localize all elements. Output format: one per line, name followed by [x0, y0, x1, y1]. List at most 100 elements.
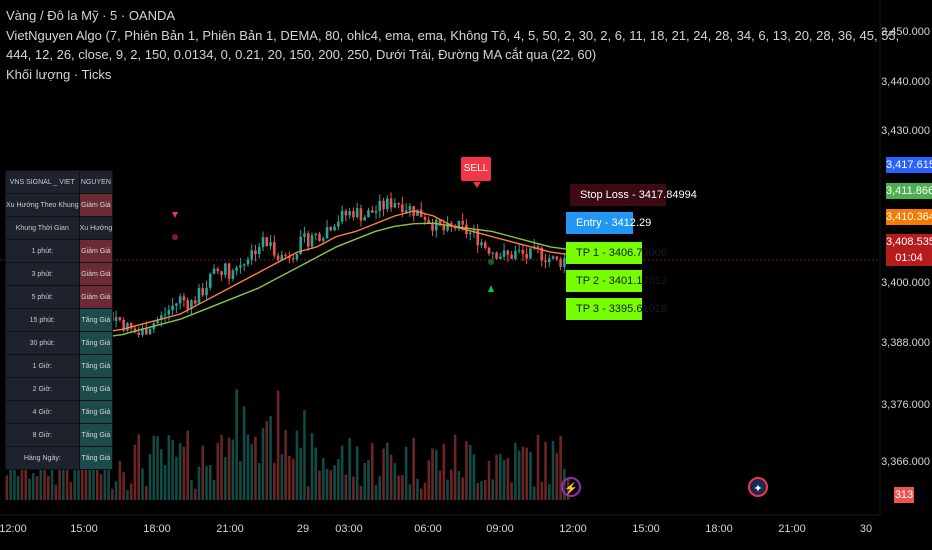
candle-body [284, 254, 287, 256]
volume-bar [186, 430, 189, 500]
signal-table-row: 3 phút: Giảm Giá [5, 262, 114, 286]
volume-bar [333, 465, 336, 500]
candle-body [254, 250, 257, 255]
candle-body [495, 252, 498, 259]
volume-bar [435, 450, 438, 500]
volume-badge: 313 [894, 487, 914, 503]
volume-bar [141, 468, 144, 500]
signal-timeframe: Xu Hướng Theo Khung [5, 193, 80, 217]
candle-body [401, 204, 404, 213]
candle-body [126, 323, 129, 331]
last-price-badge: 3,408.535 [886, 234, 932, 250]
volume-bar [250, 444, 253, 500]
volume-bar [133, 444, 137, 500]
candle-body [359, 208, 363, 221]
candle-body [231, 270, 235, 279]
volume-bar [431, 448, 434, 500]
candle-body [137, 332, 140, 335]
entry-label: Entry - 3412.29 [566, 212, 651, 234]
volume-bar [465, 441, 468, 500]
candle-body [239, 265, 242, 268]
candle-body [404, 210, 408, 213]
sell-marker-pointer [473, 182, 481, 188]
volume-bar [88, 468, 92, 500]
volume-bar [480, 481, 483, 500]
volume-bar [114, 481, 118, 500]
candle-body [333, 226, 336, 231]
candle-body [491, 252, 495, 254]
volume-bar [284, 430, 287, 500]
candle-body [514, 250, 517, 259]
legend-symbol[interactable]: Vàng / Đô la Mỹ · 5 · OANDA [6, 8, 176, 23]
volume-bar [499, 453, 502, 500]
candle-body [457, 220, 461, 229]
volume-bar [325, 468, 329, 500]
us-flag-icon[interactable]: ✦ [748, 477, 768, 497]
time-tick: 12:00 [559, 523, 587, 535]
volume-bar [152, 435, 156, 500]
volume-bar [39, 443, 43, 500]
candle-body [310, 235, 314, 247]
volume-bar [193, 488, 197, 500]
candle-body [370, 210, 374, 213]
volume-bar [540, 481, 544, 500]
candle-body [374, 211, 378, 213]
time-tick: 12:00 [0, 523, 27, 535]
signal-trend: Tăng Giá [78, 423, 114, 447]
volume-bar [273, 462, 276, 500]
candle-body [190, 300, 193, 310]
volume-bar [310, 433, 314, 500]
volume-bar [269, 416, 272, 500]
candle-body [540, 247, 544, 261]
candle-body [450, 223, 453, 226]
candle-body [521, 249, 525, 254]
candle-body [175, 303, 178, 306]
volume-bar [559, 435, 562, 500]
candle-body [506, 250, 510, 255]
volume-bar [363, 462, 366, 500]
candle-body [118, 317, 122, 321]
volume-bar [227, 437, 231, 500]
volume-bar [487, 460, 491, 500]
signal-table-row: 1 Giờ: Tăng Giá [5, 354, 114, 378]
volume-bar [427, 460, 431, 500]
legend-indicator[interactable]: VietNguyen Algo (7, Phiên Bản 1, Phiên B… [6, 27, 900, 63]
volume-bar [265, 421, 269, 500]
volume-bar [239, 460, 242, 500]
legend-volume[interactable]: Khối lượng · Ticks [6, 66, 112, 82]
signal-trend: Tăng Giá [78, 400, 114, 424]
candle-body [224, 263, 227, 276]
time-tick: 03:00 [335, 523, 363, 535]
chart-legend: Vàng / Đô la Mỹ · 5 · OANDA VietNguyen A… [6, 6, 906, 84]
candle-body [156, 319, 159, 324]
candle-body [487, 247, 491, 254]
volume-bar [397, 475, 400, 500]
volume-bar [303, 410, 306, 500]
time-tick: 18:00 [705, 523, 733, 535]
volume-bar [521, 446, 525, 500]
candle-body [480, 242, 483, 246]
signal-trend: Tăng Giá [78, 354, 114, 378]
price-tick: 3,400.000 [881, 277, 930, 289]
candle-body [235, 267, 238, 271]
volume-bar [340, 445, 344, 500]
volume-bar [163, 465, 167, 500]
volume-bar [461, 477, 464, 500]
signal-trend: Xu Hướng [78, 216, 114, 240]
signal-trend: Giảm Giá [78, 285, 114, 309]
volume-bar [99, 474, 103, 500]
candle-body [205, 287, 208, 296]
candle-body [502, 250, 506, 257]
volume-bar [107, 440, 110, 500]
volume-bar [254, 436, 257, 500]
candle-body [544, 260, 547, 263]
lightning-icon[interactable]: ⚡ [561, 477, 581, 497]
volume-bar [299, 447, 302, 500]
volume-bar [468, 444, 472, 500]
volume-bar [355, 446, 359, 500]
candle-body [348, 211, 351, 216]
signal-trend: Giảm Giá [78, 239, 114, 263]
volume-bar [129, 483, 133, 500]
signal-trend: Tăng Giá [78, 377, 114, 401]
candle-body [483, 242, 487, 248]
